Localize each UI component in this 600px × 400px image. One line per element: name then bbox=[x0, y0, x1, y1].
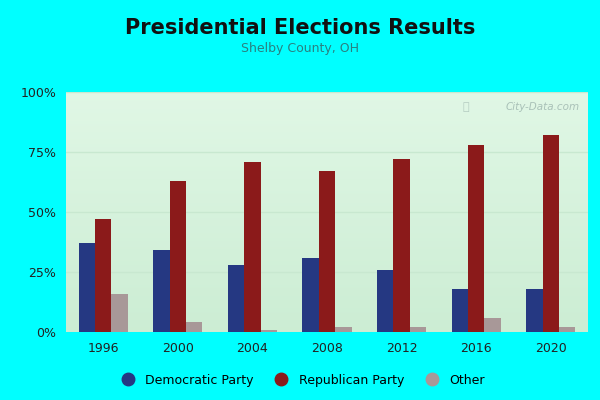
Text: Presidential Elections Results: Presidential Elections Results bbox=[125, 18, 475, 38]
Bar bbox=[542, 135, 559, 332]
Bar bbox=[79, 243, 95, 332]
Text: ⓘ: ⓘ bbox=[463, 102, 469, 112]
Bar bbox=[452, 289, 468, 332]
Bar bbox=[153, 250, 170, 332]
Bar bbox=[319, 171, 335, 332]
Bar bbox=[186, 322, 202, 332]
Bar bbox=[484, 318, 501, 332]
Bar bbox=[260, 330, 277, 332]
Bar bbox=[377, 270, 394, 332]
Bar bbox=[335, 327, 352, 332]
Bar bbox=[526, 289, 542, 332]
Bar bbox=[302, 258, 319, 332]
Bar bbox=[228, 265, 244, 332]
Text: City-Data.com: City-Data.com bbox=[506, 102, 580, 112]
Legend: Democratic Party, Republican Party, Other: Democratic Party, Republican Party, Othe… bbox=[110, 369, 490, 392]
Bar bbox=[244, 162, 260, 332]
Bar bbox=[170, 181, 186, 332]
Bar bbox=[410, 327, 426, 332]
Bar bbox=[95, 219, 112, 332]
Bar bbox=[559, 327, 575, 332]
Bar bbox=[394, 159, 410, 332]
Bar bbox=[112, 294, 128, 332]
Bar bbox=[468, 145, 484, 332]
Text: Shelby County, OH: Shelby County, OH bbox=[241, 42, 359, 55]
